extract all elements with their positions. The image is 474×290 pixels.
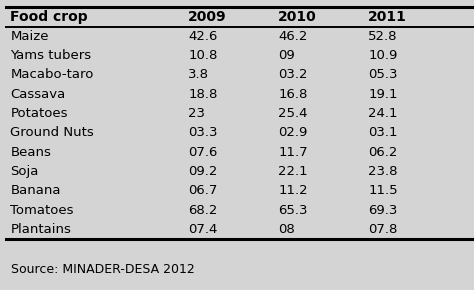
Text: 02.9: 02.9 (278, 126, 308, 139)
Text: Food crop: Food crop (10, 10, 88, 24)
Text: 52.8: 52.8 (368, 30, 398, 43)
Text: 65.3: 65.3 (278, 204, 308, 217)
Text: 03.2: 03.2 (278, 68, 308, 81)
Text: 18.8: 18.8 (188, 88, 218, 101)
Text: 05.3: 05.3 (368, 68, 398, 81)
Text: 68.2: 68.2 (188, 204, 218, 217)
Text: 11.7: 11.7 (278, 146, 308, 159)
Text: 10.8: 10.8 (188, 49, 218, 62)
Text: 23: 23 (188, 107, 205, 120)
Text: 25.4: 25.4 (278, 107, 308, 120)
Text: Plantains: Plantains (10, 223, 71, 236)
Text: Macabo-taro: Macabo-taro (10, 68, 94, 81)
Text: Maize: Maize (10, 30, 49, 43)
Text: 08: 08 (278, 223, 295, 236)
Bar (6, 7, 473, 239)
Text: Soja: Soja (10, 165, 39, 178)
Text: 42.6: 42.6 (188, 30, 218, 43)
Text: 16.8: 16.8 (278, 88, 308, 101)
Text: Ground Nuts: Ground Nuts (10, 126, 94, 139)
Text: 19.1: 19.1 (368, 88, 398, 101)
Text: 09: 09 (278, 49, 295, 62)
Text: 10.9: 10.9 (368, 49, 398, 62)
Text: 2010: 2010 (278, 10, 317, 24)
Text: 09.2: 09.2 (188, 165, 218, 178)
Text: 2011: 2011 (368, 10, 407, 24)
Text: 69.3: 69.3 (368, 204, 398, 217)
Text: 03.1: 03.1 (368, 126, 398, 139)
Text: 11.2: 11.2 (278, 184, 308, 197)
Text: 22.1: 22.1 (278, 165, 308, 178)
Text: 03.3: 03.3 (188, 126, 218, 139)
Text: Potatoes: Potatoes (10, 107, 68, 120)
Text: 11.5: 11.5 (368, 184, 398, 197)
Text: 3.8: 3.8 (188, 68, 209, 81)
Text: 24.1: 24.1 (368, 107, 398, 120)
Text: Banana: Banana (10, 184, 61, 197)
Text: 07.8: 07.8 (368, 223, 398, 236)
Text: Cassava: Cassava (10, 88, 66, 101)
Text: Beans: Beans (10, 146, 51, 159)
Text: 23.8: 23.8 (368, 165, 398, 178)
Text: Tomatoes: Tomatoes (10, 204, 74, 217)
Text: 06.7: 06.7 (188, 184, 218, 197)
Text: Source: MINADER-DESA 2012: Source: MINADER-DESA 2012 (11, 263, 195, 276)
Text: 07.6: 07.6 (188, 146, 218, 159)
Text: Yams tubers: Yams tubers (10, 49, 91, 62)
Text: 46.2: 46.2 (278, 30, 308, 43)
Text: 06.2: 06.2 (368, 146, 398, 159)
Text: 2009: 2009 (188, 10, 227, 24)
Text: 07.4: 07.4 (188, 223, 218, 236)
